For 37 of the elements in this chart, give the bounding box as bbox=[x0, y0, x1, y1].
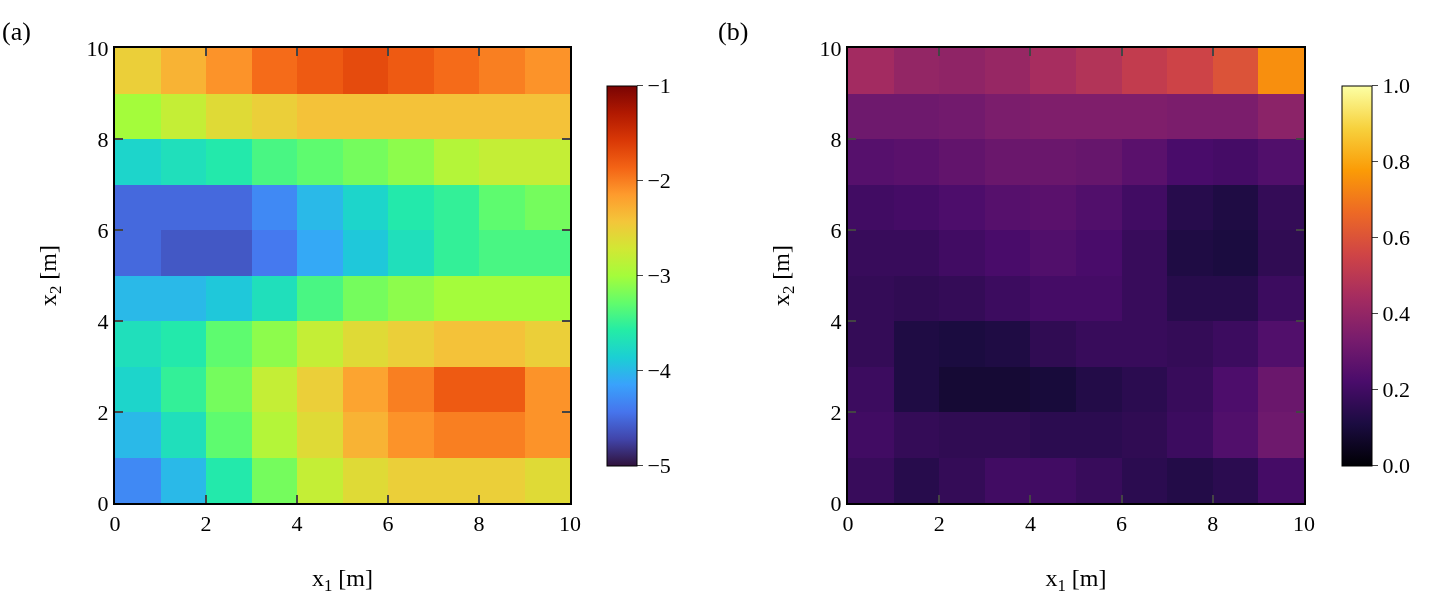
color-bar-label: 0.2 bbox=[1382, 377, 1410, 403]
x-tick-label: 6 bbox=[1116, 511, 1128, 537]
y-tick-label: 8 bbox=[830, 126, 842, 152]
color-bar-label: −5 bbox=[647, 453, 671, 479]
x-tick-label: 10 bbox=[1293, 511, 1315, 537]
x-tick-label: 4 bbox=[1024, 511, 1036, 537]
y-tick-label: 6 bbox=[97, 217, 109, 243]
x-tick-label: 2 bbox=[200, 511, 212, 537]
color-bar-label: 0.6 bbox=[1382, 225, 1410, 251]
y-tick-label: 4 bbox=[97, 308, 109, 334]
y-tick-label: 8 bbox=[97, 126, 109, 152]
y-tick-label: 2 bbox=[830, 399, 842, 425]
x-tick-label: 4 bbox=[291, 511, 303, 537]
x-tick-label: 10 bbox=[559, 511, 581, 537]
chart-title: (a) bbox=[2, 17, 31, 46]
color-bar-label: −4 bbox=[647, 358, 671, 384]
x-tick-label: 6 bbox=[382, 511, 394, 537]
y-tick-label: 6 bbox=[830, 217, 842, 243]
color-bar-label: −2 bbox=[647, 168, 671, 194]
y-tick-label: 10 bbox=[819, 35, 842, 61]
color-bar-label: 0.4 bbox=[1382, 301, 1410, 327]
color-bar-label: 0.8 bbox=[1382, 149, 1410, 175]
y-tick-label: 0 bbox=[97, 490, 109, 516]
x-tick-label: 8 bbox=[473, 511, 485, 537]
x-axis-title: x$_{1}$ [m] bbox=[1045, 565, 1107, 596]
y-tick-label: 2 bbox=[97, 399, 109, 425]
color-bar-label: −1 bbox=[647, 73, 671, 99]
y-tick-label: 0 bbox=[830, 490, 842, 516]
x-axis-title: x$_{1}$ [m] bbox=[311, 565, 374, 596]
color-bar-label: −3 bbox=[647, 263, 671, 289]
chart-title: (b) bbox=[718, 17, 749, 46]
x-tick-label: 8 bbox=[1207, 511, 1219, 537]
color-bar-label: 1.0 bbox=[1382, 73, 1410, 99]
y-tick-label: 4 bbox=[830, 308, 842, 334]
y-tick-label: 10 bbox=[86, 35, 109, 61]
x-tick-label: 2 bbox=[933, 511, 945, 537]
color-bar-label: 0.0 bbox=[1382, 453, 1410, 479]
